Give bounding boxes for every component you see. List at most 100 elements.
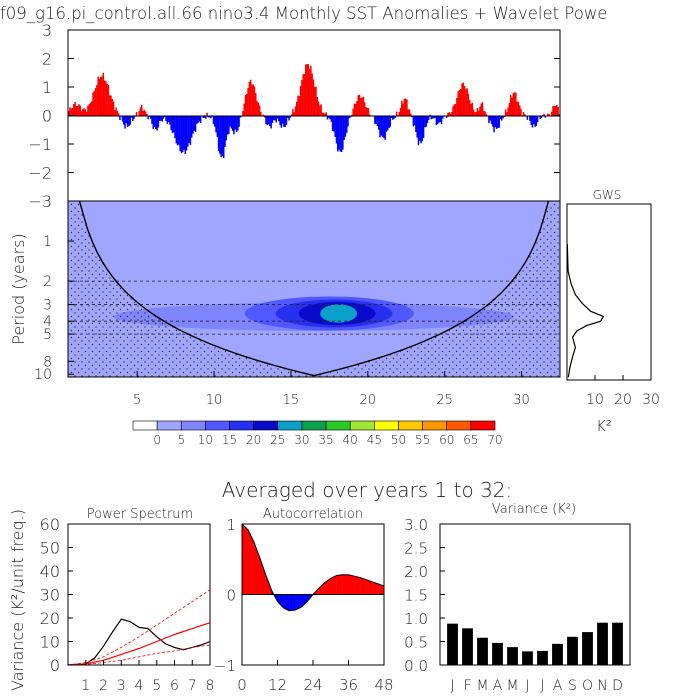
sst-bar — [197, 115, 199, 123]
sst-tick-label: 1 — [42, 78, 52, 97]
colorbar-swatch — [349, 420, 375, 431]
colorbar-swatch — [374, 420, 399, 431]
autocorrelation-segment — [277, 594, 284, 609]
sst-bar — [319, 105, 321, 116]
sst-bar — [270, 115, 272, 129]
colorbar-swatch — [446, 420, 472, 431]
sst-bar — [435, 115, 438, 126]
sst-tick-label: −3 — [28, 192, 52, 211]
variance-y-tick-label: 1.0 — [404, 610, 428, 628]
sst-bar — [179, 115, 181, 152]
sst-bar — [356, 100, 358, 116]
sst-bar — [174, 115, 176, 139]
sst-bar — [170, 115, 172, 131]
sst-bar — [144, 111, 147, 116]
sst-bar — [193, 115, 196, 131]
sst-bar — [220, 115, 222, 158]
sst-bar — [173, 115, 175, 133]
sst-bar — [357, 95, 360, 116]
global-wavelet-spectrum-panel: GWS 10 20 30 K² — [566, 188, 660, 435]
sst-bar — [128, 115, 130, 126]
sst-bar — [226, 115, 229, 135]
sst-bar — [458, 89, 461, 116]
sst-bar — [403, 98, 406, 116]
sst-bar — [238, 115, 240, 127]
sst-bar — [361, 97, 363, 116]
colorbar-swatch — [325, 420, 351, 431]
sst-bar — [96, 85, 98, 116]
sst-bar — [394, 115, 397, 118]
colorbar-swatch — [205, 420, 230, 431]
sst-bar — [442, 115, 444, 119]
sst-bar — [187, 115, 189, 147]
sst-bar — [513, 92, 516, 116]
sst-bar — [84, 109, 87, 116]
sst-bar — [271, 115, 274, 123]
variance-bars — [447, 622, 623, 665]
colorbar-label: 60 — [439, 433, 454, 447]
sst-bar — [347, 115, 349, 127]
sst-bar — [531, 115, 534, 128]
sst-bar — [353, 103, 356, 116]
colorbar-label: 65 — [463, 433, 478, 447]
sst-bar — [215, 115, 217, 133]
sst-bar — [383, 115, 385, 138]
sst-bar — [160, 115, 162, 121]
sst-bar — [410, 113, 412, 116]
sst-bar — [130, 115, 133, 118]
period-axis-label: Period (years) — [9, 233, 28, 345]
sst-bar — [415, 115, 417, 133]
sst-bar — [362, 96, 365, 116]
sst-bar — [126, 115, 129, 127]
sst-bar — [116, 110, 119, 116]
sst-bar — [175, 115, 178, 144]
sst-bar — [147, 115, 149, 120]
sst-bar — [535, 115, 538, 126]
sst-bar — [395, 111, 398, 116]
sst-bar — [393, 115, 395, 119]
sst-bar — [374, 115, 376, 124]
variance-y-axis: 3.0 2.5 2.0 1.5 1.0 0.5 0.0 — [404, 516, 445, 675]
sst-bar — [294, 106, 297, 116]
sst-bar — [337, 115, 339, 152]
spectrum-x-tick-label: 1 — [81, 678, 90, 694]
sst-bar — [430, 115, 433, 120]
sst-bar — [498, 115, 500, 128]
sst-bar — [206, 112, 208, 116]
sst-bar — [484, 111, 486, 116]
autocorrelation-segment — [289, 594, 296, 611]
year-tick-label: 30 — [513, 393, 530, 408]
sst-bar — [429, 114, 431, 116]
sst-bar — [408, 109, 411, 116]
spectrum-y-tick-label: 50 — [40, 539, 60, 558]
sst-bar — [479, 106, 481, 116]
variance-month-label: A — [493, 678, 503, 694]
year-tick-label: 10 — [206, 393, 223, 408]
spectrum-y-tick-label: 0 — [50, 656, 60, 675]
sst-bar — [123, 115, 125, 125]
autocorrelation-segment — [360, 577, 367, 595]
sst-bar — [153, 115, 156, 127]
sst-bar — [340, 115, 343, 153]
sst-bar — [105, 81, 107, 116]
gws-x-label: K² — [596, 417, 612, 435]
sst-bar — [285, 115, 288, 125]
variance-month-label: D — [612, 678, 623, 694]
colorbar-swatch — [470, 420, 496, 431]
sst-bar — [404, 98, 407, 116]
sst-bar — [358, 94, 361, 116]
sst-bar — [398, 111, 401, 116]
sst-bar — [331, 115, 334, 131]
sst-bar — [111, 99, 114, 116]
sst-bar — [548, 114, 550, 116]
sst-bar — [138, 111, 140, 116]
autocorrelation-segment — [336, 574, 343, 595]
variance-y-tick-label: 0.5 — [404, 634, 428, 652]
sst-bar — [385, 115, 388, 132]
sst-bar — [474, 112, 476, 116]
autocorrelation-segment — [342, 574, 349, 595]
sst-bar — [310, 65, 312, 116]
autocorrelation-segment — [348, 574, 355, 595]
